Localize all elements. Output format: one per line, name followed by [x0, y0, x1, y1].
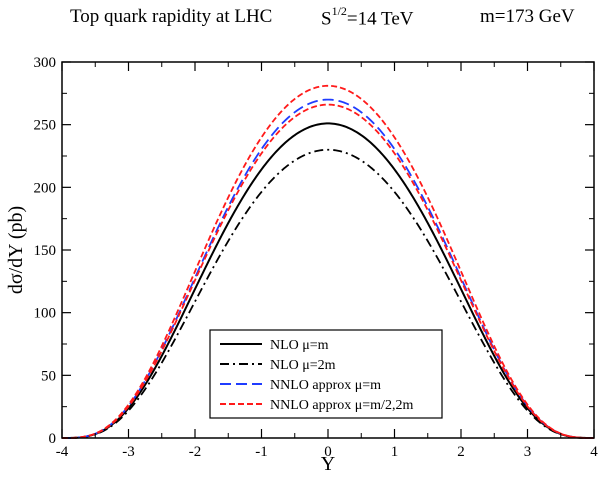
y-tick-label: 0 [49, 431, 57, 447]
y-tick-label: 50 [41, 368, 56, 384]
x-axis-label: Y [321, 453, 335, 475]
y-tick-label: 200 [34, 180, 57, 196]
legend-label: NNLO approx μ=m/2,2m [270, 398, 413, 413]
legend: NLO μ=m NLO μ=2m NNLO approx μ=m NNLO appro… [209, 329, 443, 419]
title-main: Top quark rapidity at LHC [70, 6, 273, 27]
x-tick-label: 3 [524, 444, 532, 460]
legend-label: NLO μ=m [270, 338, 329, 353]
chart-title: Top quark rapidity at LHC S1/2=14 TeV m=… [0, 4, 599, 32]
title-mass: m=173 GeV [480, 6, 575, 27]
series-line-2 [62, 148, 594, 439]
y-axis-label: dσ/dY (pb) [5, 206, 27, 294]
title-energy-rest: =14 TeV [346, 8, 414, 30]
title-energy-base: S [321, 8, 332, 30]
x-tick-label: -3 [122, 444, 135, 460]
series-line-4 [62, 84, 594, 439]
y-tick-label: 300 [34, 55, 57, 71]
y-tick-label: 150 [34, 243, 57, 259]
x-tick-label: -4 [56, 444, 69, 460]
x-tick-label: -2 [189, 444, 202, 460]
title-energy: S1/2=14 TeV [321, 4, 414, 30]
series-line-1 [62, 122, 594, 439]
x-tick-label: 0 [324, 444, 332, 460]
axes-layer: -4 -3 -2 -1 0 1 2 3 4 0 50 100 150 200 250 300 [34, 55, 599, 460]
legend-label: NLO μ=2m [270, 358, 336, 373]
x-tick-label: -1 [255, 444, 268, 460]
x-tick-label: 4 [590, 444, 598, 460]
series-line-5 [62, 103, 594, 439]
series-layer [62, 84, 594, 439]
x-tick-label: 1 [391, 444, 399, 460]
y-tick-label: 100 [34, 306, 57, 322]
title-energy-exp: 1/2 [331, 4, 347, 18]
y-tick-label: 250 [34, 118, 57, 134]
x-tick-label: 2 [457, 444, 465, 460]
legend-label: NNLO approx μ=m [270, 378, 381, 393]
